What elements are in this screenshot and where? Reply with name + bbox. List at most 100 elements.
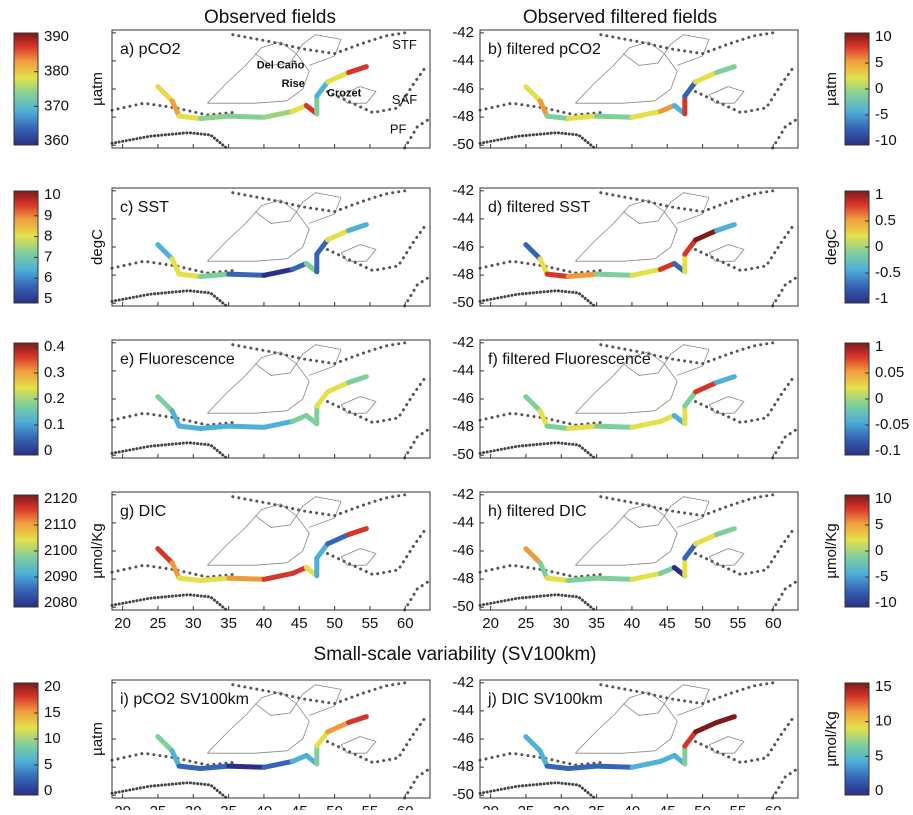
y-tick-label: -44 — [452, 210, 474, 227]
colorbar-tick-label: 10 — [44, 730, 61, 747]
y-tick-label: -44 — [452, 52, 474, 69]
ship-track — [629, 266, 663, 278]
bathymetry-contour — [708, 244, 745, 262]
ship-track — [693, 380, 720, 395]
x-tick-label: 55 — [362, 615, 379, 632]
colorbar-tick-label: 8 — [44, 228, 52, 245]
ship-track — [325, 228, 352, 243]
front-line — [771, 275, 800, 308]
bathymetry-contour — [340, 244, 377, 262]
front-line — [231, 492, 410, 518]
panel-label: b) filtered pCO2 — [488, 41, 601, 58]
colorbar-unit: degC — [823, 229, 840, 265]
ship-track — [197, 423, 232, 431]
x-tick-label: 25 — [150, 803, 167, 810]
colorbar-tick-label: 5 — [875, 747, 883, 764]
colorbar: 20 15 10 5 0 µatm — [13, 678, 106, 799]
ship-track — [594, 763, 635, 770]
x-tick-label: 30 — [553, 803, 570, 810]
ship-track — [544, 763, 571, 771]
ship-track — [176, 575, 203, 583]
colorbar-tick-label: -10 — [875, 594, 897, 611]
colorbar-tick-label: -10 — [875, 132, 897, 149]
ship-track — [289, 565, 309, 576]
colorbar-unit: degC — [89, 229, 106, 265]
ship-track — [346, 526, 369, 537]
colorbar-tick-label: 0.2 — [44, 390, 65, 407]
bathymetry-contour — [622, 34, 710, 66]
bathymetry-contour — [708, 86, 745, 104]
panel-label: a) pCO2 — [120, 41, 181, 58]
x-tick-label: 25 — [518, 615, 535, 632]
y-tick-label: -46 — [452, 542, 474, 559]
ship-track — [226, 113, 267, 120]
ship-track — [261, 570, 295, 582]
ship-track — [226, 763, 267, 770]
front-line — [403, 767, 432, 800]
front-line — [478, 593, 596, 612]
ship-track — [155, 242, 175, 262]
ship-track — [314, 729, 331, 749]
y-tick-label: -42 — [452, 674, 474, 691]
colorbar-tick-label: 10 — [44, 186, 61, 203]
x-tick-label: 40 — [256, 615, 273, 632]
ship-track — [594, 271, 635, 278]
colorbar-tick-label: 15 — [44, 704, 61, 721]
ship-track — [325, 720, 352, 735]
ship-track — [682, 541, 699, 561]
x-tick-label: 40 — [624, 615, 641, 632]
column-title: Observed filtered fields — [523, 7, 717, 28]
front-line — [110, 441, 228, 460]
bathymetry-contour — [340, 396, 377, 414]
panel-label: f) filtered Fluorescence — [488, 351, 651, 368]
colorbar: 10 5 0 -5 -10 µatm — [823, 28, 897, 149]
ship-track — [657, 413, 677, 424]
colorbar-tick-label: -0.05 — [875, 416, 909, 433]
ship-track — [176, 113, 203, 121]
colorbar: 1 0.05 0 -0.05 -0.1 — [844, 338, 909, 459]
ship-track — [544, 423, 571, 431]
x-tick-label: 20 — [114, 615, 131, 632]
panel-label: i) pCO2 SV100km — [120, 691, 249, 708]
ship-track — [226, 423, 267, 430]
panel-label: j) DIC SV100km — [487, 691, 603, 708]
ship-track — [346, 222, 369, 233]
ship-track — [346, 374, 369, 385]
ship-track — [169, 98, 182, 119]
y-tick-label: -42 — [452, 182, 474, 199]
ship-track — [693, 720, 720, 735]
colorbar: 10 9 8 7 6 5 degC — [13, 186, 106, 307]
ship-track — [155, 394, 175, 414]
ship-track — [289, 261, 309, 272]
ship-track — [155, 546, 175, 566]
ship-track — [714, 64, 737, 75]
colorbar-tick-label: 9 — [44, 207, 52, 224]
bathymetry-contour — [340, 548, 377, 566]
ship-track — [544, 575, 571, 583]
colorbar-tick-label: 380 — [44, 63, 69, 80]
x-tick-label: 55 — [362, 803, 379, 810]
y-tick-label: -42 — [452, 486, 474, 503]
bathymetry-contour — [254, 496, 342, 528]
y-tick-label: -44 — [452, 702, 474, 719]
bathymetry-contour — [575, 199, 678, 262]
colorbar: 15 10 5 0 µmol/Kg — [823, 678, 892, 799]
x-tick-label: 35 — [588, 803, 605, 810]
front-line — [688, 373, 797, 425]
x-tick-label: 35 — [588, 615, 605, 632]
y-tick-label: -50 — [452, 446, 474, 463]
ship-track — [629, 108, 663, 120]
y-tick-label: -48 — [452, 108, 474, 125]
colorbar-tick-label: 0.3 — [44, 364, 65, 381]
ship-track — [314, 79, 331, 99]
colorbar-scale — [13, 32, 39, 146]
y-tick-label: -48 — [452, 570, 474, 587]
x-tick-label: 50 — [694, 803, 711, 810]
x-tick-label: 25 — [518, 803, 535, 810]
ship-track — [565, 271, 600, 279]
map-label: SAF — [392, 92, 417, 107]
ship-track — [682, 237, 699, 257]
colorbar: 390 380 370 360 µatm — [13, 28, 106, 149]
ship-track — [523, 546, 543, 566]
front-line — [771, 579, 800, 612]
